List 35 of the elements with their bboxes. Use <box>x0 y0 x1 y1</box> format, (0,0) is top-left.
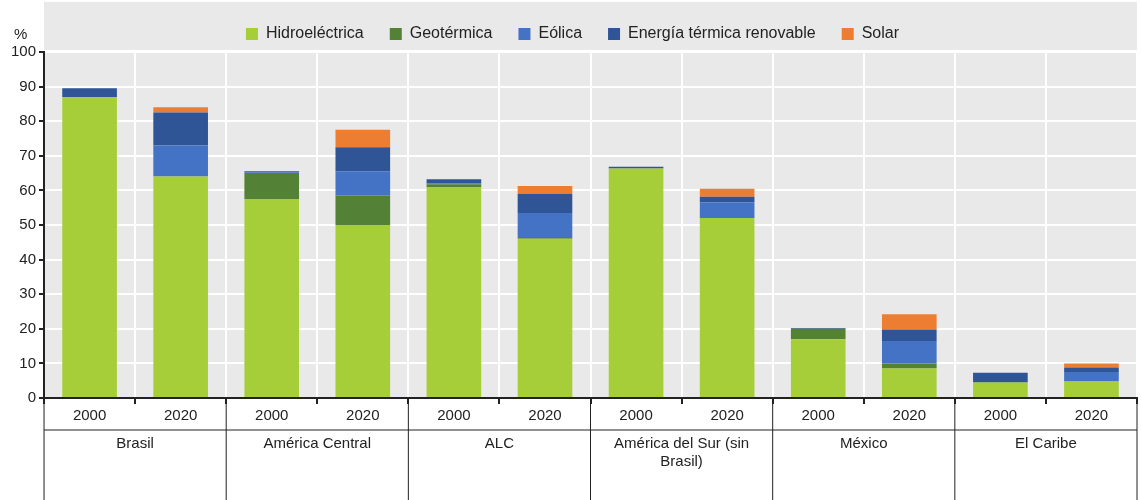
y-tick-label: 70 <box>19 145 37 163</box>
y-tick-label: 40 <box>19 249 37 267</box>
x-tick-label: 2020 <box>346 406 380 424</box>
x-tick-label: 2000 <box>983 406 1018 424</box>
y-tick-label: 60 <box>19 180 37 198</box>
y-tick-label: 100 <box>11 42 37 60</box>
x-tick-label: 2020 <box>528 406 562 424</box>
x-tick-label: 2020 <box>710 406 744 424</box>
y-tick-label: 10 <box>19 353 37 371</box>
x-tick-label: 2000 <box>437 406 471 424</box>
x-tick-label: 2000 <box>619 406 653 424</box>
legend-label: Energía térmica renovable <box>628 24 816 42</box>
y-tick-label: 90 <box>19 76 37 94</box>
legend-label: Eólica <box>538 24 583 42</box>
text: El Caribe <box>1015 433 1077 451</box>
y-tick-label: 80 <box>19 111 37 129</box>
legend-label: Geotérmica <box>409 24 493 42</box>
text: Brasil <box>116 433 154 451</box>
text: México <box>840 433 888 451</box>
y-axis-title: % <box>14 24 28 42</box>
x-tick-label: 2000 <box>255 406 289 424</box>
y-tick-label: 50 <box>19 215 37 233</box>
x-tick-label: 2020 <box>1074 406 1109 424</box>
text: América Central <box>263 433 372 451</box>
text: América del Sur (sin Brasil) <box>614 433 750 469</box>
y-tick-label: 20 <box>19 318 37 336</box>
text: ALC <box>484 433 515 451</box>
x-tick-label: 2000 <box>801 406 835 424</box>
x-tick-label: 2020 <box>163 406 198 424</box>
legend-label: Solar <box>861 24 900 42</box>
y-tick-label: 0 <box>27 388 37 406</box>
legend-label: Hidroeléctrica <box>265 24 364 42</box>
x-tick-label: 2000 <box>72 406 107 424</box>
x-tick-label: 2020 <box>892 406 926 424</box>
y-tick-label: 30 <box>19 284 37 302</box>
